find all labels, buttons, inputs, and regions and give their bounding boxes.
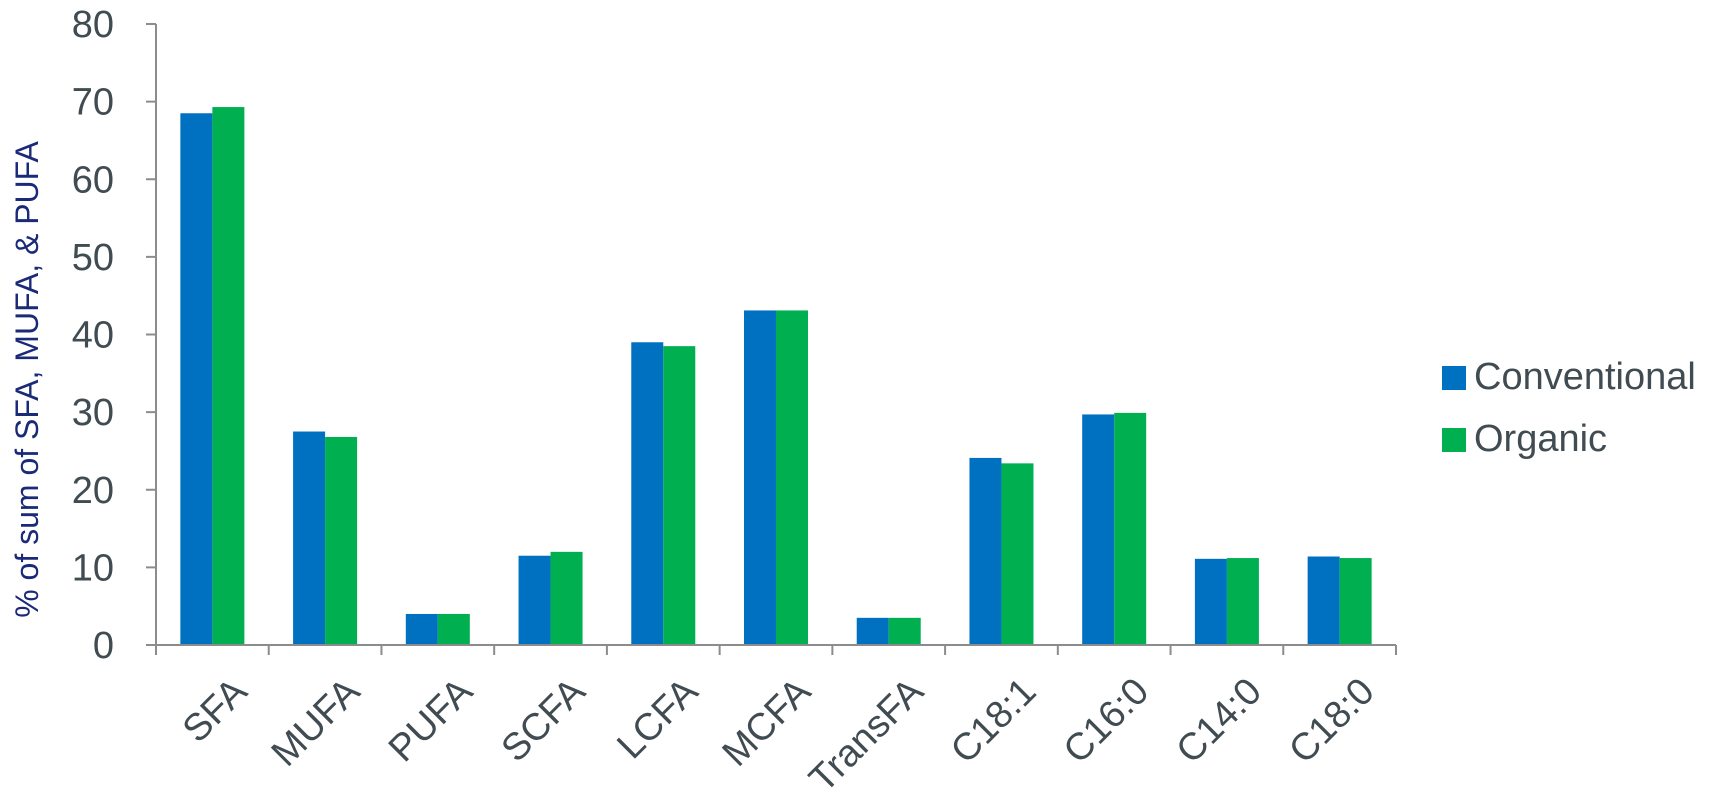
bar-organic-lcfa xyxy=(663,346,696,645)
x-tick-label: TransFA xyxy=(802,670,933,801)
legend-label-conventional: Conventional xyxy=(1474,356,1696,398)
bar-conventional-scfa xyxy=(518,555,551,645)
x-tick-label: LCFA xyxy=(609,670,706,767)
x-tick-label: PUFA xyxy=(381,670,481,770)
bar-conventional-pufa xyxy=(405,613,438,645)
x-tick-label: C18:1 xyxy=(943,670,1044,771)
y-tick-label: 20 xyxy=(72,470,114,512)
bar-conventional-c14-0 xyxy=(1194,558,1227,645)
y-tick-label: 50 xyxy=(72,237,114,279)
legend-swatch-conventional xyxy=(1442,366,1466,390)
y-tick-label: 80 xyxy=(72,4,114,46)
bars-layer xyxy=(180,107,1372,646)
y-tick-label: 0 xyxy=(93,625,114,667)
y-tick-label: 30 xyxy=(72,392,114,434)
x-tick-label: SCFA xyxy=(494,670,594,770)
legend: Conventional Organic xyxy=(1442,356,1696,460)
bar-organic-c18-0 xyxy=(1339,558,1372,645)
bar-organic-mufa xyxy=(325,436,358,645)
x-tick-label: MUFA xyxy=(264,670,369,775)
bar-conventional-c18-1 xyxy=(969,457,1002,645)
bar-organic-c18-1 xyxy=(1001,463,1034,645)
bar-conventional-mcfa xyxy=(744,310,776,645)
legend-swatch-organic xyxy=(1442,428,1466,452)
bar-organic-c14-0 xyxy=(1226,558,1259,645)
y-tick-label: 70 xyxy=(72,82,114,124)
bar-conventional-c18-0 xyxy=(1307,556,1340,645)
legend-label-organic: Organic xyxy=(1474,418,1607,460)
x-tick-label: C14:0 xyxy=(1169,670,1270,771)
y-tick-label: 60 xyxy=(72,159,114,201)
y-tick-label: 10 xyxy=(72,547,114,589)
x-tick-label: C16:0 xyxy=(1056,670,1157,771)
x-tick-label: MCFA xyxy=(715,670,820,775)
y-tick-label: 40 xyxy=(72,315,114,357)
y-axis-title: % of sum of SFA, MUFA, & PUFA xyxy=(9,141,45,618)
bar-conventional-sfa xyxy=(180,113,213,646)
y-ticks: 0 10 20 30 40 50 60 70 80 xyxy=(72,4,156,667)
bar-organic-transfa xyxy=(888,617,921,645)
bar-conventional-c16-0 xyxy=(1082,414,1115,645)
bar-organic-c16-0 xyxy=(1114,412,1147,645)
bar-conventional-transfa xyxy=(856,617,889,645)
bar-organic-pufa xyxy=(437,613,470,645)
bar-conventional-lcfa xyxy=(631,342,664,645)
bar-organic-mcfa xyxy=(776,310,808,645)
bar-conventional-mufa xyxy=(293,431,326,645)
bar-organic-sfa xyxy=(212,107,245,646)
x-tick-label: C18:0 xyxy=(1281,670,1382,771)
x-tick-label: SFA xyxy=(175,670,256,751)
bar-organic-scfa xyxy=(550,551,583,645)
